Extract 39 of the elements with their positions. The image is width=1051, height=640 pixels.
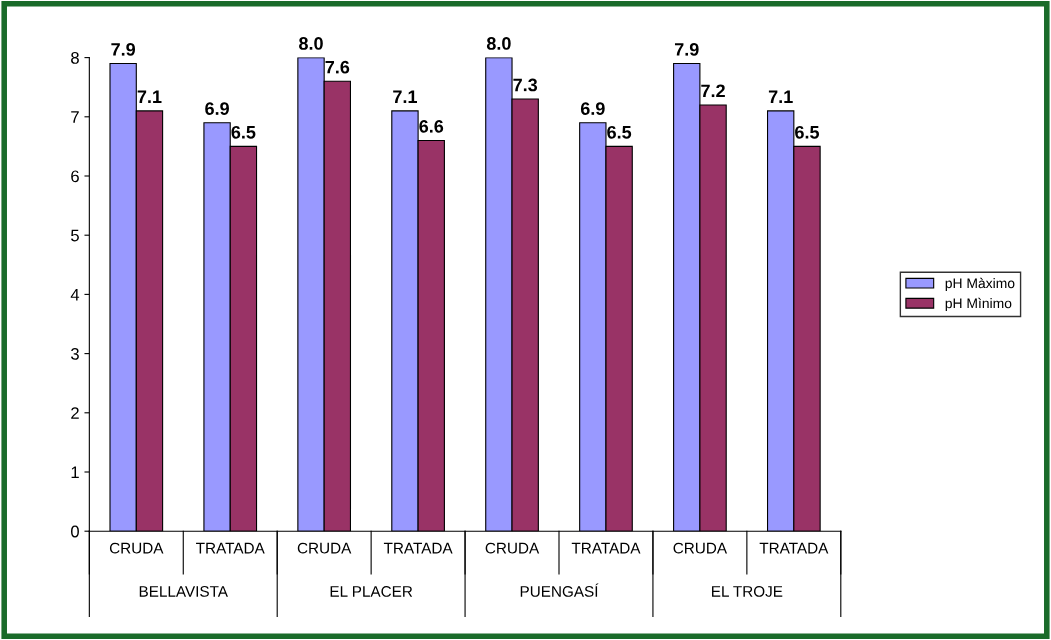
data-label: 6.9 [205, 102, 229, 115]
y-tick-label: 1 [71, 466, 79, 479]
y-tick-label: 2 [71, 407, 79, 419]
data-label: 6.5 [607, 125, 632, 139]
data-label: 8.0 [486, 37, 511, 50]
legend-label: pH Mìnimo [945, 297, 1012, 311]
y-tick-label: 8 [71, 52, 79, 64]
x-tick-label: CRUDA [297, 542, 352, 554]
data-label: 7.1 [393, 90, 417, 103]
data-label: 6.9 [580, 102, 605, 115]
x-tick-label: CRUDA [673, 542, 728, 554]
x-tick-label: CRUDA [109, 542, 164, 554]
data-label: 6.5 [231, 125, 256, 139]
legend-label: pH Màximo [945, 277, 1015, 291]
y-tick-label: 7 [71, 111, 79, 123]
data-label: 8.0 [299, 37, 323, 50]
data-label: 7.1 [137, 90, 162, 103]
data-label: 6.6 [419, 119, 444, 133]
y-tick-label: 4 [70, 288, 80, 301]
data-label: 6.5 [795, 125, 820, 139]
y-tick-label: 0 [71, 525, 79, 538]
data-label: 7.9 [674, 43, 699, 56]
y-tick-label: 3 [70, 348, 79, 360]
text: BELLAVISTA [139, 586, 228, 597]
y-tick-label: 5 [71, 229, 79, 242]
data-label: 7.1 [768, 90, 793, 103]
data-label: 7.2 [701, 84, 725, 98]
text: PUENGASÍ [520, 583, 599, 597]
y-tick-label: 6 [71, 170, 79, 183]
text: EL TROJE [712, 586, 783, 597]
x-tick-label: TRATADA [759, 542, 829, 554]
x-tick-label: TRATADA [383, 542, 453, 554]
data-label: 7.9 [111, 43, 136, 56]
data-label: 7.6 [325, 60, 350, 74]
x-tick-label: CRUDA [485, 542, 540, 554]
x-tick-label: TRATADA [196, 542, 265, 554]
x-tick-label: TRATADA [571, 542, 641, 554]
data-label: 7.3 [513, 78, 538, 92]
text: EL PLACER [330, 586, 413, 597]
